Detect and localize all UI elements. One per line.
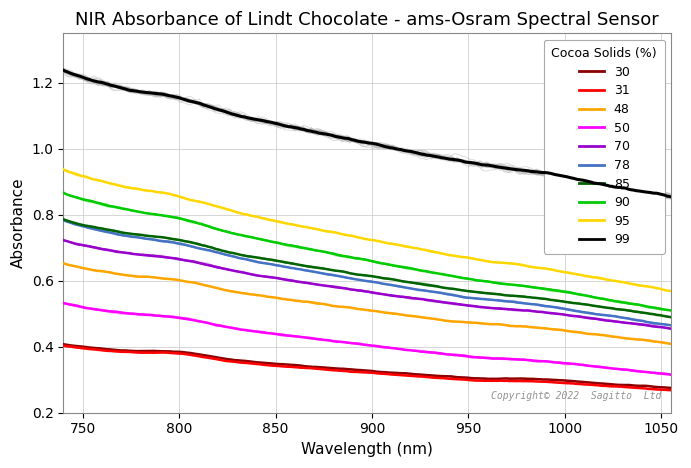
Legend: 30, 31, 48, 50, 70, 78, 85, 90, 95, 99: 30, 31, 48, 50, 70, 78, 85, 90, 95, 99 — [544, 40, 665, 254]
Text: Copyright© 2022  Sagitto  Ltd: Copyright© 2022 Sagitto Ltd — [491, 391, 662, 401]
Title: NIR Absorbance of Lindt Chocolate - ams-Osram Spectral Sensor: NIR Absorbance of Lindt Chocolate - ams-… — [75, 11, 659, 29]
X-axis label: Wavelength (nm): Wavelength (nm) — [301, 442, 433, 457]
Y-axis label: Absorbance: Absorbance — [11, 178, 26, 268]
